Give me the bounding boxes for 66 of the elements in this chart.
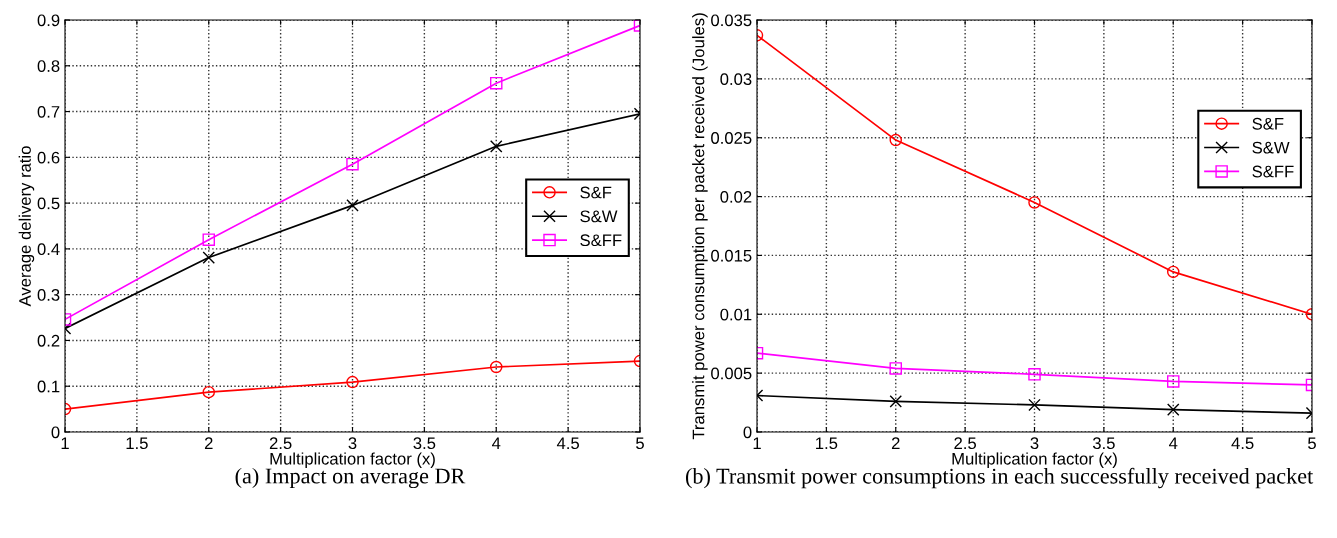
point (489, 360, 503, 374)
point (1166, 265, 1180, 279)
x-tick-label: 3.5 (413, 437, 436, 450)
x-tick-label: 1 (753, 437, 761, 449)
point (202, 385, 216, 399)
x-axis-title: Multiplication factor (x) (270, 452, 435, 468)
y-tick-label: 0.03 (720, 73, 752, 86)
point (202, 251, 216, 264)
point (489, 76, 503, 90)
point (202, 233, 216, 246)
y-axis-title: Average delivery ratio (18, 146, 35, 307)
y-tick-label: 0.9 (37, 14, 60, 27)
point (489, 140, 503, 153)
y-tick-label: 0.7 (37, 105, 60, 118)
y-tick-label: 0.01 (720, 308, 752, 321)
point (1028, 368, 1041, 381)
text: (b) Transmit power consumptions in each successfully received packet (685, 467, 1314, 489)
x-axis-title: Multiplication factor (x) (952, 452, 1117, 468)
x-tick-label: 2.5 (954, 437, 977, 450)
point (889, 395, 903, 408)
y-tick-label: 0.2 (37, 334, 60, 347)
point (1166, 375, 1180, 388)
y-tick-label: 0.02 (720, 190, 752, 203)
x-tick-label: 1.5 (816, 437, 838, 450)
y-axis-title: Transmit power consumption per packet received (Joules) (692, 13, 708, 440)
legend-label: S&F (1252, 117, 1284, 130)
point (1028, 196, 1041, 209)
x-tick-label: 4 (1169, 437, 1178, 449)
y-tick-label: 0.005 (711, 367, 752, 380)
x-tick-label: 4.5 (556, 437, 580, 450)
x-tick-label: 2.5 (269, 437, 292, 450)
legend-label: S&F (580, 186, 612, 199)
legend-label: S&FF (580, 234, 622, 247)
legend-label: S&FF (1252, 165, 1294, 178)
x-tick-label: 1.5 (126, 437, 148, 450)
point (346, 375, 359, 389)
legend-label: S&W (1252, 141, 1290, 154)
y-tick-label: 0.6 (37, 151, 60, 164)
y-tick-label: 0.8 (37, 60, 60, 72)
legend-label: S&W (580, 210, 618, 223)
x-tick-label: 5 (636, 437, 644, 450)
x-tick-label: 2 (891, 437, 900, 449)
y-tick-label: 0.035 (711, 14, 752, 27)
y-tick-label: 0 (743, 426, 752, 439)
x-tick-label: 3 (1030, 437, 1039, 450)
x-tick-label: 2 (204, 437, 213, 449)
text: (a) Impact on average DR (235, 467, 466, 489)
y-tick-label: 0.1 (37, 380, 60, 393)
y-tick-label: 0.015 (711, 249, 752, 262)
point (1166, 403, 1180, 416)
point (1028, 398, 1041, 412)
point (346, 157, 359, 171)
x-tick-label: 4.5 (1231, 437, 1254, 450)
y-tick-label: 0.5 (37, 197, 60, 210)
y-tick-label: 0.3 (37, 289, 60, 301)
x-tick-label: 4 (492, 437, 501, 449)
x-tick-label: 3 (348, 437, 357, 450)
point (889, 133, 903, 147)
y-tick-label: 0.025 (711, 132, 752, 144)
point (889, 362, 903, 375)
y-tick-label: 0.4 (37, 243, 60, 256)
x-tick-label: 1 (61, 437, 69, 449)
x-tick-label: 3.5 (1092, 437, 1115, 450)
x-tick-label: 5 (1308, 437, 1316, 450)
y-tick-label: 0 (51, 426, 60, 439)
point (346, 199, 359, 212)
